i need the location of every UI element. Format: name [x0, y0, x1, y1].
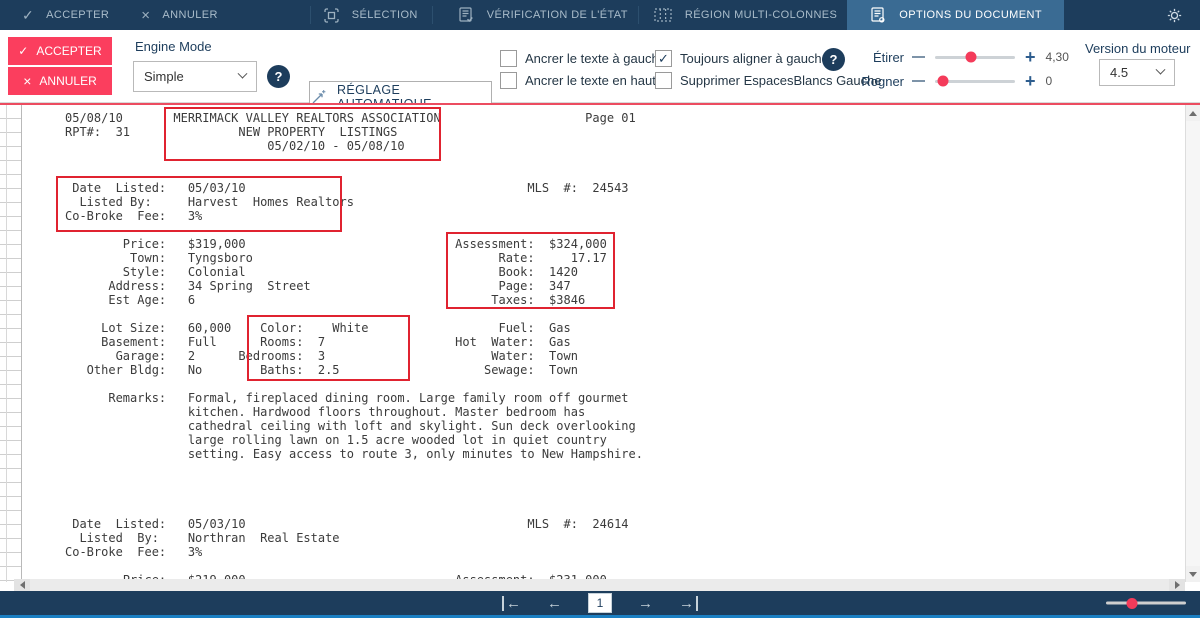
divider	[6, 105, 7, 582]
tab-document-options-label: OPTIONS DU DOCUMENT	[899, 9, 1042, 21]
annotation-box-rooms[interactable]	[247, 315, 410, 381]
engine-mode-select[interactable]: Simple	[133, 61, 257, 92]
slider-thumb[interactable]	[937, 75, 949, 87]
plus-icon[interactable]: +	[1025, 47, 1036, 67]
cancel-button[interactable]: × ANNULER	[8, 67, 112, 95]
divider	[309, 6, 311, 24]
scroll-left-button[interactable]	[14, 579, 30, 591]
topbar-cancel-button[interactable]: ANNULER	[162, 9, 218, 21]
arrow-down-icon	[1189, 571, 1197, 577]
first-page-button[interactable]: ←	[502, 595, 521, 611]
scroll-right-button[interactable]	[1169, 579, 1185, 591]
scroll-down-button[interactable]	[1186, 566, 1200, 582]
last-page-button[interactable]: →	[679, 595, 698, 611]
zoom-slider-thumb[interactable]	[1126, 597, 1138, 609]
vertical-scrollbar[interactable]	[1185, 105, 1200, 582]
slider-thumb[interactable]	[965, 51, 977, 63]
chevron-down-icon	[1155, 64, 1166, 75]
tab-multicolumn-region[interactable]: RÉGION MULTI-COLONNES	[639, 0, 837, 30]
tab-status-verification-label: VÉRIFICATION DE L'ÉTAT	[486, 9, 628, 21]
engine-version-value: 4.5	[1110, 65, 1129, 80]
chevron-down-icon	[237, 68, 248, 79]
close-icon: ×	[23, 73, 32, 89]
scroll-up-button[interactable]	[1186, 105, 1200, 121]
engine-version-select[interactable]: 4.5	[1099, 59, 1175, 86]
help-icon[interactable]: ?	[267, 65, 290, 88]
options-toolbar: ✓ ACCEPTER × ANNULER Engine Mode Simple …	[0, 30, 1200, 113]
topbar-accept-button[interactable]: ACCEPTER	[46, 9, 110, 21]
crop-value: 0	[1045, 74, 1053, 88]
horizontal-scrollbar[interactable]	[14, 579, 1185, 591]
page-top-marker	[0, 103, 1200, 105]
magic-wand-icon	[310, 89, 327, 106]
stretch-label: Étirer	[872, 49, 904, 65]
checkbox-anchor-text-left[interactable]: ✓ Ancrer le texte à gauche	[500, 50, 666, 67]
tab-multicolumn-region-label: RÉGION MULTI-COLONNES	[684, 9, 838, 21]
stretch-slider-row: Étirer + 4,30	[858, 47, 1069, 67]
multicolumn-icon	[653, 7, 673, 23]
zoom-slider[interactable]	[1106, 597, 1186, 609]
accept-button[interactable]: ✓ ACCEPTER	[8, 37, 112, 65]
checkbox-label: Ancrer le texte à gauche	[525, 51, 666, 66]
help-icon[interactable]: ?	[822, 48, 845, 71]
next-page-button[interactable]: →	[638, 594, 653, 612]
checkbox-label: Ancrer le texte en haut	[525, 73, 656, 88]
divider	[431, 6, 433, 24]
tab-document-options[interactable]: OPTIONS DU DOCUMENT	[847, 0, 1064, 30]
crop-slider-row: Rogner + 0	[858, 71, 1053, 91]
tab-status-verification[interactable]: VÉRIFICATION DE L'ÉTAT	[433, 0, 628, 30]
check-icon[interactable]: ✓	[22, 6, 35, 23]
close-icon[interactable]: ×	[141, 6, 151, 24]
checkbox-icon: ✓	[500, 50, 517, 67]
engine-mode-label: Engine Mode	[135, 39, 212, 54]
previous-page-button[interactable]: ←	[547, 594, 562, 612]
annotation-box-listing-info[interactable]	[56, 176, 342, 232]
checkbox-icon: ✓	[500, 72, 517, 89]
page-navigation: ← ← 1 → →	[502, 593, 698, 613]
check-icon: ✓	[18, 44, 29, 58]
arrow-left-icon	[19, 581, 25, 589]
tab-selection-label: SÉLECTION	[351, 9, 418, 21]
page-number-input[interactable]: 1	[588, 593, 612, 613]
checkbox-always-align-left[interactable]: ✓ Toujours aligner à gauche	[655, 50, 829, 67]
bottom-accent-strip	[0, 615, 1200, 618]
tab-selection[interactable]: SÉLECTION	[311, 0, 418, 30]
stretch-slider[interactable]	[935, 51, 1015, 63]
document-gear-icon	[869, 6, 887, 24]
plus-icon[interactable]: +	[1025, 71, 1036, 91]
stretch-value: 4,30	[1045, 50, 1069, 64]
line-ruler-gutter	[0, 105, 22, 582]
document-check-icon	[457, 6, 475, 24]
document-viewport[interactable]: 05/08/10 MERRIMACK VALLEY REALTORS ASSOC…	[0, 103, 1200, 591]
divider	[637, 6, 639, 24]
accept-button-label: ACCEPTER	[36, 44, 102, 58]
checkbox-label: Toujours aligner à gauche	[680, 51, 829, 66]
checkbox-anchor-text-top[interactable]: ✓ Ancrer le texte en haut	[500, 72, 656, 89]
checkbox-icon: ✓	[655, 50, 672, 67]
annotation-box-header[interactable]	[164, 107, 441, 161]
minus-icon[interactable]	[912, 56, 925, 58]
engine-mode-value: Simple	[144, 69, 184, 84]
arrow-right-icon	[1174, 581, 1180, 589]
engine-version-label: Version du moteur	[1085, 41, 1191, 56]
top-menu-bar: ✓ ACCEPTER × ANNULER SÉLECTION VÉRIFICAT…	[0, 0, 1200, 30]
crop-slider[interactable]	[935, 75, 1015, 87]
annotation-box-assessment[interactable]	[446, 232, 615, 309]
crop-label: Rogner	[861, 73, 904, 89]
checkbox-remove-left-whitespace[interactable]: ✓ Supprimer EspacesBlancs Gauche	[655, 72, 882, 89]
checkbox-icon: ✓	[655, 72, 672, 89]
arrow-up-icon	[1189, 110, 1197, 116]
status-bar: ← ← 1 → →	[0, 591, 1200, 615]
select-region-icon	[323, 7, 340, 24]
minus-icon[interactable]	[912, 80, 925, 82]
checkbox-label: Supprimer EspacesBlancs Gauche	[680, 73, 882, 88]
gear-icon[interactable]	[1165, 6, 1184, 25]
cancel-button-label: ANNULER	[39, 74, 97, 88]
